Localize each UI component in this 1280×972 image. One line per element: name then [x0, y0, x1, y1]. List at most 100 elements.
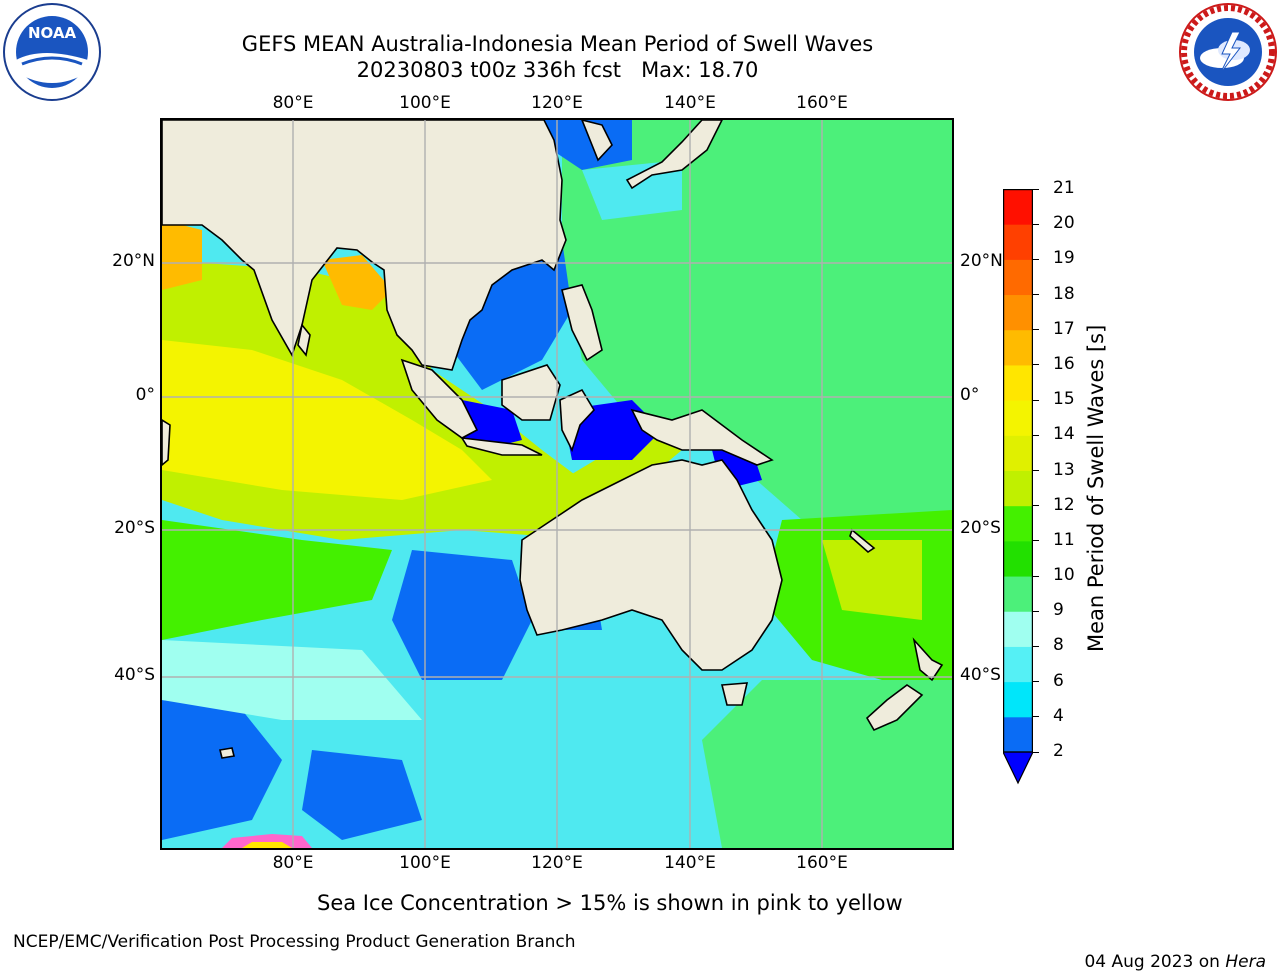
- colorbar-tick-label: 4: [1053, 705, 1064, 726]
- colorbar-tick-label: 12: [1053, 494, 1075, 515]
- colorbar-extend-triangle: [1002, 751, 1034, 785]
- colorbar-tick-label: 21: [1053, 178, 1075, 198]
- colorbar-tick: [1033, 540, 1039, 542]
- tasmania: [720, 682, 749, 706]
- colorbar-segment: [1003, 611, 1033, 647]
- colorbar-tick-label: 9: [1053, 600, 1064, 621]
- colorbar-segment: [1003, 540, 1033, 577]
- colorbar-tick-label: 10: [1053, 565, 1075, 586]
- colorbar-tick: [1033, 751, 1039, 753]
- lon-label-top-160e: 160°E: [796, 93, 848, 113]
- colorbar-tick: [1033, 716, 1039, 718]
- colorbar-tick: [1033, 610, 1039, 612]
- colorbar-segment: [1003, 259, 1033, 296]
- lon-label-bottom-120e: 120°E: [531, 853, 583, 873]
- colorbar-segment: [1003, 189, 1033, 225]
- colorbar-tick-label: 11: [1053, 529, 1075, 550]
- colorbar-segment: [1003, 681, 1033, 718]
- land-masses: [162, 120, 944, 759]
- colorbar-tick-label: 16: [1053, 353, 1075, 374]
- colorbar-tick-label: 8: [1053, 635, 1064, 656]
- colorbar-segment: [1003, 646, 1033, 683]
- lon-label-top-120e: 120°E: [531, 93, 583, 113]
- borneo: [501, 364, 561, 421]
- sea-ice-note: Sea Ice Concentration > 15% is shown in …: [317, 891, 903, 915]
- kerguelen: [219, 747, 235, 759]
- asia-landmass: [162, 120, 567, 371]
- chart-title-line1: GEFS MEAN Australia-Indonesia Mean Perio…: [241, 32, 874, 56]
- chart-title-line2: 20230803 t00z 336h fcst Max: 18.70: [356, 58, 759, 82]
- new-zealand-north: [912, 637, 944, 682]
- colorbar-tick-label: 18: [1053, 283, 1075, 304]
- colorbar-tick-label: 17: [1053, 318, 1075, 339]
- swell-period-map: [160, 118, 954, 850]
- footer-date: 04 Aug 2023 on Hera: [1074, 932, 1266, 972]
- lon-label-bottom-140e: 140°E: [664, 853, 716, 873]
- footer-date-text: 04 Aug 2023 on: [1084, 952, 1226, 972]
- nws-logo: [1178, 2, 1278, 102]
- lon-label-top-140e: 140°E: [664, 93, 716, 113]
- colorbar-segment: [1003, 435, 1033, 471]
- colorbar-tick-label: 19: [1053, 248, 1075, 269]
- graticule: [162, 120, 952, 848]
- colorbar-tick: [1033, 399, 1039, 401]
- korea-peninsula: [581, 120, 613, 162]
- colorbar-tick: [1033, 364, 1039, 366]
- sulawesi: [559, 388, 595, 453]
- colorbar-tick: [1033, 470, 1039, 471]
- colorbar-outline: [1003, 189, 1033, 753]
- noaa-logo-text: NOAA: [28, 24, 77, 42]
- colorbar-canvas: [1002, 189, 1034, 785]
- colorbar-tick: [1033, 434, 1039, 436]
- lat-label-left-0: 0°: [135, 385, 155, 405]
- lat-label-left-40s: 40°S: [114, 665, 155, 685]
- lat-label-right-0: 0°: [960, 385, 980, 405]
- philippines: [561, 284, 603, 362]
- new-zealand-south: [865, 684, 924, 732]
- map-canvas: [162, 120, 952, 848]
- lat-label-right-40s: 40°S: [960, 665, 1001, 685]
- colorbar-segment: [1003, 400, 1033, 436]
- colorbar: [1002, 189, 1034, 785]
- colorbar-tick-label: 20: [1053, 213, 1075, 234]
- sumatra: [400, 358, 479, 439]
- lon-label-bottom-160e: 160°E: [796, 853, 848, 873]
- colorbar-tick: [1033, 329, 1039, 331]
- nws-logo-icon: [1179, 3, 1277, 101]
- colorbar-segment: [1003, 224, 1033, 260]
- colorbar-segment: [1003, 364, 1033, 401]
- colorbar-tick: [1033, 681, 1039, 683]
- colorbar-title: Mean Period of Swell Waves [s]: [1084, 324, 1108, 652]
- sri-lanka: [297, 323, 311, 357]
- japan-islands: [625, 120, 723, 190]
- colorbar-tick: [1033, 575, 1039, 577]
- colorbar-segment: [1003, 470, 1033, 507]
- colorbar-tick-label: 2: [1053, 741, 1064, 761]
- colorbar-tick: [1033, 223, 1039, 225]
- colorbar-segment: [1003, 329, 1033, 366]
- colorbar-segment: [1003, 505, 1033, 542]
- footer-machine: Hera: [1225, 952, 1266, 972]
- lon-label-bottom-100e: 100°E: [399, 853, 451, 873]
- colorbar-tick: [1033, 294, 1039, 296]
- madagascar-edge: [162, 419, 171, 467]
- colorbar-tick: [1033, 188, 1039, 190]
- lat-label-left-20n: 20°N: [112, 251, 155, 271]
- lon-label-top-100e: 100°E: [399, 93, 451, 113]
- colorbar-tick: [1033, 505, 1039, 507]
- colorbar-tick: [1033, 645, 1039, 647]
- java: [460, 437, 543, 456]
- australia: [519, 459, 783, 671]
- colorbar-segment: [1003, 294, 1033, 331]
- colorbar-tick-label: 6: [1053, 670, 1064, 691]
- lat-label-left-20s: 20°S: [114, 518, 155, 538]
- colorbar-tick-label: 15: [1053, 389, 1075, 410]
- colorbar-tick-label: 14: [1053, 424, 1075, 445]
- colorbar-tick: [1033, 258, 1039, 260]
- lat-label-right-20n: 20°N: [960, 251, 1003, 271]
- new-guinea: [630, 408, 774, 466]
- noaa-logo: NOAA: [2, 2, 102, 102]
- colorbar-segment: [1003, 576, 1033, 612]
- lat-label-right-20s: 20°S: [960, 518, 1001, 538]
- footer-branch: NCEP/EMC/Verification Post Processing Pr…: [13, 932, 576, 952]
